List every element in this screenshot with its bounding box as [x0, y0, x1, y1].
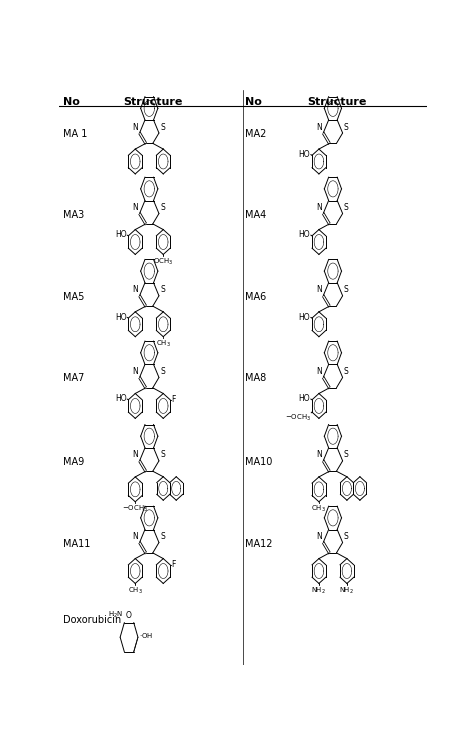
Text: $-$OCH$_3$: $-$OCH$_3$ — [285, 413, 311, 424]
Text: S: S — [344, 367, 348, 376]
Text: $-$OCH$_3$: $-$OCH$_3$ — [122, 503, 148, 514]
Text: MA 1: MA 1 — [63, 129, 87, 139]
Text: NH$_2$: NH$_2$ — [311, 586, 327, 595]
Text: N: N — [133, 532, 138, 541]
Text: F: F — [171, 560, 175, 569]
Text: MA11: MA11 — [63, 539, 91, 548]
Text: No: No — [63, 96, 80, 107]
Text: O: O — [126, 611, 132, 620]
Text: N: N — [316, 367, 322, 376]
Text: CH$_3$: CH$_3$ — [128, 586, 143, 595]
Text: MA8: MA8 — [245, 374, 266, 383]
Text: MA12: MA12 — [245, 539, 272, 548]
Text: CH$_3$: CH$_3$ — [156, 338, 171, 349]
Text: S: S — [160, 367, 165, 376]
Text: MA10: MA10 — [245, 457, 272, 467]
Text: S: S — [160, 285, 165, 294]
Text: MA3: MA3 — [63, 210, 84, 220]
Text: HO: HO — [299, 150, 310, 159]
Text: HO: HO — [115, 313, 127, 322]
Text: S: S — [344, 123, 348, 131]
Text: HO: HO — [115, 394, 127, 403]
Text: N: N — [133, 450, 138, 459]
Text: H$_2$N: H$_2$N — [108, 610, 123, 619]
Text: N: N — [133, 367, 138, 376]
Text: CH$_3$: CH$_3$ — [311, 503, 327, 514]
Text: MA6: MA6 — [245, 292, 266, 302]
Text: HO: HO — [299, 230, 310, 240]
Text: N: N — [133, 285, 138, 294]
Text: MA2: MA2 — [245, 129, 266, 139]
Text: Structure: Structure — [307, 96, 366, 107]
Text: S: S — [344, 203, 348, 212]
Text: F: F — [171, 395, 175, 404]
Text: S: S — [160, 532, 165, 541]
Text: N: N — [316, 450, 322, 459]
Text: S: S — [344, 532, 348, 541]
Text: S: S — [344, 285, 348, 294]
Text: NH$_2$: NH$_2$ — [339, 586, 355, 595]
Text: OCH$_3$: OCH$_3$ — [153, 256, 173, 267]
Text: HO: HO — [299, 313, 310, 322]
Text: $\cdot$OH: $\cdot$OH — [139, 630, 154, 639]
Text: S: S — [160, 123, 165, 131]
Text: Doxorubicin: Doxorubicin — [63, 615, 121, 624]
Text: HO: HO — [115, 230, 127, 240]
Text: N: N — [133, 123, 138, 131]
Text: No: No — [245, 96, 262, 107]
Text: MA5: MA5 — [63, 292, 84, 302]
Text: N: N — [316, 123, 322, 131]
Text: N: N — [316, 532, 322, 541]
Text: MA4: MA4 — [245, 210, 266, 220]
Text: S: S — [160, 450, 165, 459]
Text: N: N — [133, 203, 138, 212]
Text: Structure: Structure — [123, 96, 182, 107]
Text: MA7: MA7 — [63, 374, 84, 383]
Text: S: S — [344, 450, 348, 459]
Text: S: S — [160, 203, 165, 212]
Text: N: N — [316, 203, 322, 212]
Text: N: N — [316, 285, 322, 294]
Text: MA9: MA9 — [63, 457, 84, 467]
Text: HO: HO — [299, 394, 310, 403]
